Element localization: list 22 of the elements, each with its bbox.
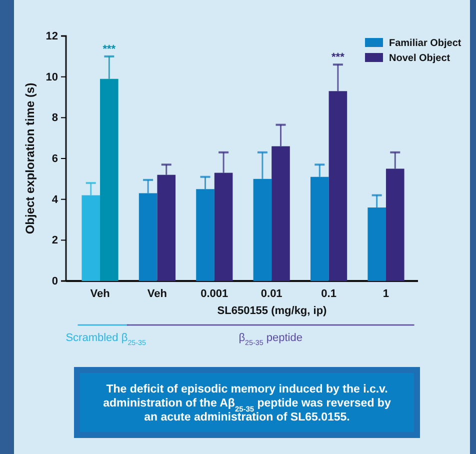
text: The deficit of episodic memory induced by the i.c.v. administration of the Aβ$_{25-35}$ peptide was reversed by an acute administration of SL65.0155.: [103, 384, 392, 424]
y-tick-label: 0: [52, 276, 58, 288]
x-tick-label: Veh: [147, 288, 168, 300]
x-tick-label: 1: [382, 288, 390, 300]
x-tick-label: 0.001: [200, 288, 228, 300]
x-tick-label: 0.01: [260, 288, 282, 300]
annotation: ***: [332, 52, 346, 64]
annotation: ***: [102, 43, 116, 56]
legend-label: Familiar Object: [389, 38, 462, 49]
x-axis-title: SL650155 (mg/kg, ip): [217, 305, 328, 317]
text: β$_{25-35}$ peptide: [238, 332, 302, 347]
y-tick-label: 12: [46, 30, 58, 43]
y-tick-label: 8: [52, 112, 58, 124]
y-tick-label: 2: [52, 234, 58, 247]
x-tick-label: 0.1: [321, 288, 336, 300]
x-tick-label: Veh: [90, 288, 110, 300]
y-tick-label: 6: [52, 153, 58, 166]
y-tick-label: 10: [46, 71, 58, 84]
y-tick-label: 4: [52, 194, 59, 206]
text: Scrambled β$_{25-35}$: [66, 332, 146, 347]
legend-label: Novel Object: [389, 53, 451, 64]
y-axis-title: Object exploration time (s): [23, 82, 37, 234]
